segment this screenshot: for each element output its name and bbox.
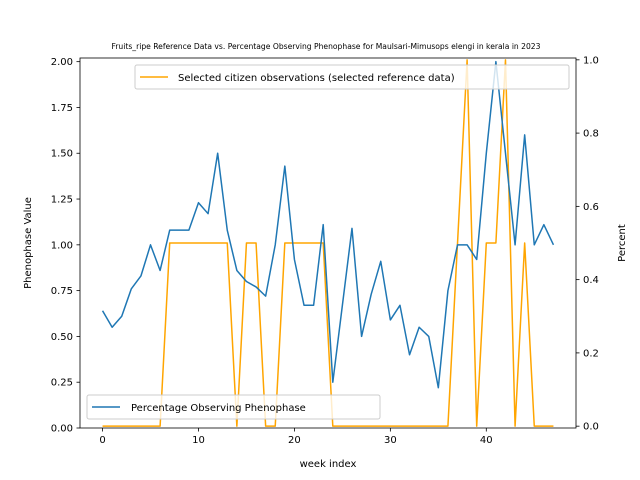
- series-line-percentage: [101, 60, 555, 389]
- y-tick-label-right: 0.8: [583, 129, 599, 140]
- x-tick-label: 30: [384, 435, 397, 446]
- series-line-citizen: [102, 59, 554, 427]
- y-tick-label-left: 1.25: [51, 195, 73, 206]
- y-tick-label-right: 1.0: [583, 55, 599, 66]
- y-axis-label-left: Phenophase Value: [23, 197, 34, 289]
- x-tick-label: 0: [99, 435, 105, 446]
- x-axis-label: week index: [300, 459, 357, 470]
- legend-percentage-label: Percentage Observing Phenophase: [131, 403, 306, 414]
- legend-citizen-box: [134, 64, 570, 90]
- y-axis-label-right: Percent: [617, 224, 628, 262]
- chart-title: Fruits_ripe Reference Data vs. Percentag…: [112, 42, 541, 51]
- y-tick-label-right: 0.4: [583, 275, 599, 286]
- y-tick-label-right: 0.6: [583, 202, 599, 213]
- axes-layer: 0 10 20 30 40 0.00 0.25 0.50 0.75 1.00 1.25 1.50 1.7…: [51, 55, 599, 446]
- x-tick-label: 10: [192, 435, 205, 446]
- legend-citizen-label: Selected citizen observations (selected …: [178, 73, 455, 84]
- y-tick-label-left: 1.75: [51, 103, 73, 114]
- x-tick-label: 40: [480, 435, 493, 446]
- series-layer: [101, 59, 555, 427]
- y-tick-label-left: 0.50: [51, 332, 73, 343]
- legend-citizen: Selected citizen observations (selected …: [134, 64, 570, 90]
- legend-percentage-box: [86, 394, 381, 420]
- y-tick-label-left: 2.00: [51, 57, 73, 68]
- x-tick-label: 20: [288, 435, 301, 446]
- y-tick-label-left: 0.75: [51, 286, 73, 297]
- legend-percentage: Percentage Observing Phenophase: [86, 394, 381, 420]
- y-tick-label-left: 1.00: [51, 240, 73, 251]
- plot-frame: [79, 57, 577, 429]
- y-tick-label-left: 0.00: [51, 424, 73, 435]
- y-tick-label-left: 0.25: [51, 378, 73, 389]
- y-tick-label-left: 1.50: [51, 149, 73, 160]
- y-tick-label-right: 0.0: [583, 422, 599, 433]
- y-tick-label-right: 0.2: [583, 348, 599, 359]
